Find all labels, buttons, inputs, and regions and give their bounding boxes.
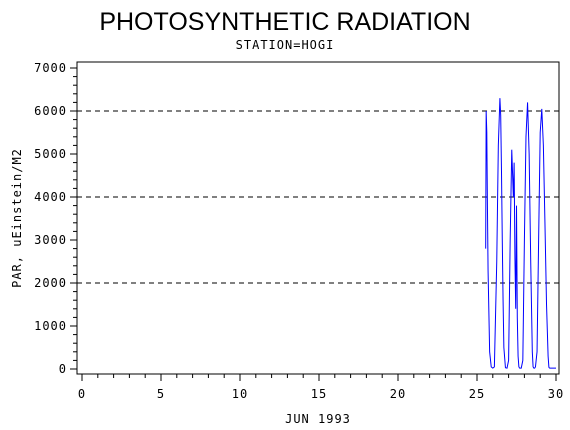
x-axis-label: JUN 1993 <box>285 412 351 426</box>
x-tick-label-15: 15 <box>311 387 327 401</box>
y-tick-label-4000: 4000 <box>34 190 67 204</box>
y-tick-label-0: 0 <box>59 362 67 376</box>
y-axis-ticks: 0 1000 2000 3000 4000 5000 6000 7000 <box>34 61 77 376</box>
x-tick-label-30: 30 <box>548 387 564 401</box>
x-tick-label-0: 0 <box>78 387 86 401</box>
y-axis-label: PAR, uEinstein/M2 <box>10 148 24 288</box>
x-tick-label-5: 5 <box>157 387 165 401</box>
y-tick-label-5000: 5000 <box>34 147 67 161</box>
chart-subtitle: STATION=HOGI <box>236 38 335 52</box>
x-tick-label-20: 20 <box>390 387 406 401</box>
y-tick-label-6000: 6000 <box>34 104 67 118</box>
x-axis-ticks: 0 5 10 15 20 25 30 <box>78 374 564 401</box>
chart-title: PHOTOSYNTHETIC RADIATION <box>99 8 470 36</box>
plot-area <box>76 61 560 375</box>
y-tick-label-3000: 3000 <box>34 233 67 247</box>
y-tick-label-2000: 2000 <box>34 276 67 290</box>
y-tick-label-7000: 7000 <box>34 61 67 75</box>
y-tick-label-1000: 1000 <box>34 319 67 333</box>
x-tick-label-10: 10 <box>232 387 248 401</box>
series-line-par <box>485 98 556 369</box>
x-tick-label-25: 25 <box>469 387 485 401</box>
